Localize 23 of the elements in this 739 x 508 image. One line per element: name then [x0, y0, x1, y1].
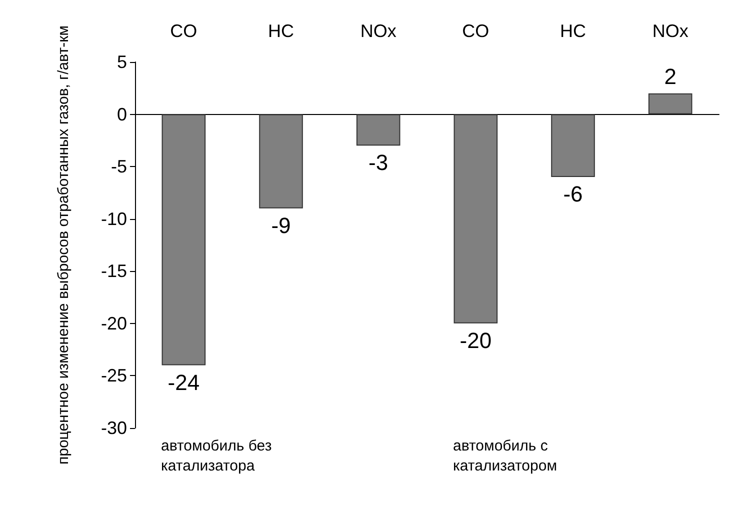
y-tick-label: -30: [100, 418, 127, 438]
y-tick-label: -25: [100, 366, 127, 386]
y-axis-title: процентное изменение выбросов отработанных газов, г/авт-км: [55, 25, 72, 465]
y-tick-label: 5: [116, 52, 127, 72]
data-label: -6: [563, 182, 583, 207]
x-tick-label: NOx: [360, 21, 396, 41]
data-label: -9: [271, 212, 291, 238]
x-tick-label: HC: [560, 21, 586, 41]
y-tick-label: -10: [100, 208, 127, 229]
data-label: -20: [460, 328, 492, 353]
text: автомобиль без катализатора: [161, 438, 276, 474]
x-tick-label: CO: [170, 21, 198, 41]
x-tick-label: HC: [268, 21, 294, 41]
data-label: 2: [664, 64, 676, 89]
x-tick-label: CO: [462, 21, 490, 41]
y-tick-label: 0: [116, 104, 127, 124]
text: автомобиль с катализатором: [453, 438, 558, 474]
y-tick-label: -5: [110, 156, 127, 177]
y-tick-label: -20: [100, 313, 127, 334]
data-label: -3: [368, 150, 388, 176]
data-label: -24: [168, 370, 200, 395]
y-tick-label: -15: [100, 261, 127, 282]
x-tick-label: NOx: [652, 21, 688, 41]
